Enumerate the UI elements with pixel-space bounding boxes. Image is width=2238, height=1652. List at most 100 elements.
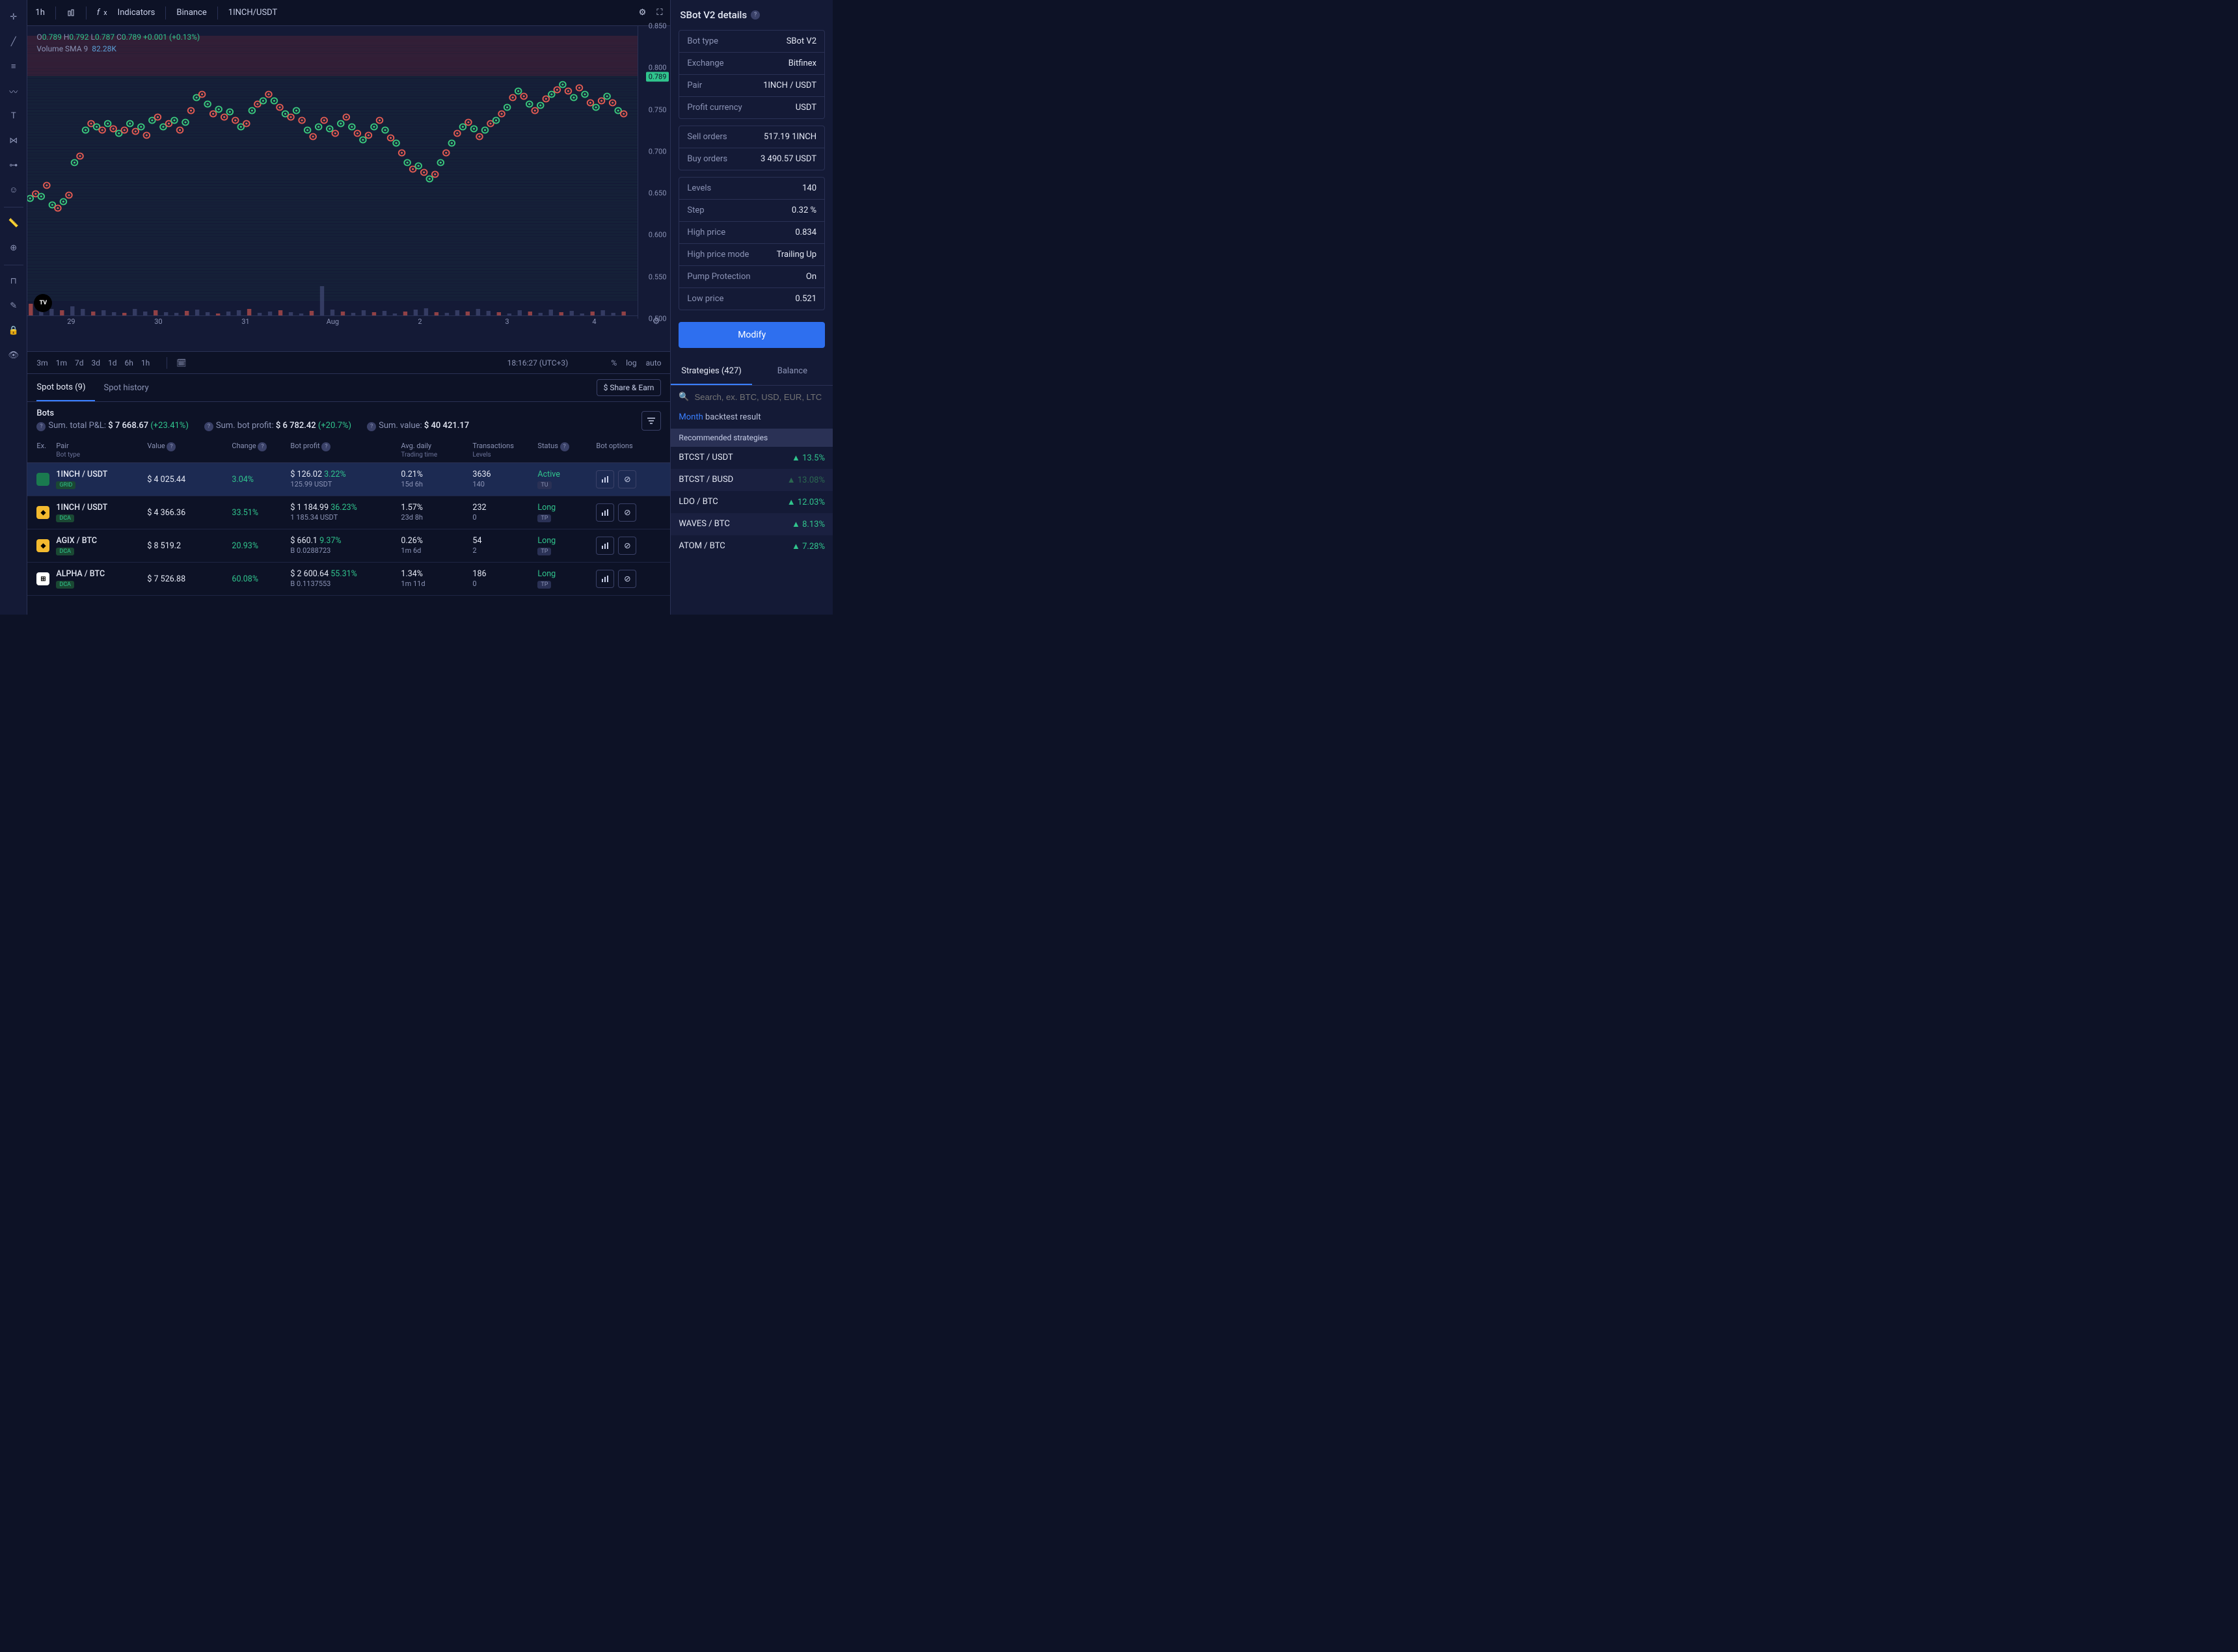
detail-row: Levels140	[679, 178, 824, 200]
detail-row: Buy orders3 490.57 USDT	[679, 148, 824, 170]
axis-opt-auto[interactable]: auto	[646, 358, 662, 367]
brush-tool-icon[interactable]: 〰	[2, 79, 25, 103]
tab-strategies[interactable]: Strategies (427)	[671, 358, 751, 385]
bot-status: Long	[537, 503, 556, 513]
fib-tool-icon[interactable]: ≡	[2, 55, 25, 78]
search-icon: 🔍	[679, 392, 689, 402]
lock-tool-icon[interactable]: 🔒	[2, 319, 25, 342]
zoom-tool-icon[interactable]: ⊕	[2, 236, 25, 260]
axis-opt-log[interactable]: log	[626, 358, 637, 367]
help-icon[interactable]: ?	[204, 422, 213, 431]
bot-row[interactable]: 1INCH / USDTGRID $ 4 025.44 3.04% $ 126.…	[27, 463, 670, 496]
eye-tool-icon[interactable]: 👁	[2, 343, 25, 367]
bot-type-badge: DCA	[56, 514, 74, 522]
ruler-tool-icon[interactable]: 📏	[2, 211, 25, 235]
chart-toolbar: 1h fx Indicators Binance 1INCH/USDT ⚙ ⛶	[27, 0, 670, 26]
bot-chart-icon[interactable]	[596, 570, 614, 588]
timeframe-1h[interactable]: 1h	[141, 358, 150, 367]
interval-selector[interactable]: 1h	[35, 8, 44, 18]
timeframe-1m[interactable]: 1m	[56, 358, 67, 367]
strategy-row[interactable]: BTCST / BUSD▲ 13.08%	[671, 469, 833, 491]
volume-readout: Volume SMA 9 82.28K	[36, 44, 116, 53]
backtest-label: Month backtest result	[671, 408, 833, 426]
timeframe-3d[interactable]: 3d	[92, 358, 101, 367]
filter-button[interactable]	[641, 411, 661, 431]
goto-date-icon[interactable]: 🗓	[176, 358, 186, 367]
emoji-tool-icon[interactable]: ☺	[2, 178, 25, 202]
trendline-tool-icon[interactable]: ╱	[2, 30, 25, 53]
tab-spot-history[interactable]: Spot history	[104, 374, 158, 401]
pair-selector[interactable]: 1INCH/USDT	[228, 8, 277, 18]
timeframe-1d[interactable]: 1d	[108, 358, 117, 367]
bot-change: 20.93%	[232, 541, 290, 551]
strategy-search: 🔍	[679, 392, 825, 402]
bot-status: Long	[537, 536, 556, 546]
tab-balance[interactable]: Balance	[752, 358, 833, 385]
bot-chart-icon[interactable]	[596, 503, 614, 522]
pattern-tool-icon[interactable]: ⋈	[2, 129, 25, 152]
status-badge: TP	[537, 514, 551, 522]
bot-value: $ 8 519.2	[147, 541, 232, 551]
share-earn-button[interactable]: $ Share & Earn	[597, 379, 662, 396]
fx-icon[interactable]: fx	[97, 8, 107, 18]
bot-value: $ 4 366.36	[147, 508, 232, 518]
bot-change: 60.08%	[232, 574, 290, 584]
magnet-tool-icon[interactable]: ⊓	[2, 269, 25, 293]
bot-stop-icon[interactable]: ⊘	[618, 503, 636, 522]
exchange-icon: ⊞	[36, 572, 49, 585]
status-badge: TU	[537, 481, 551, 489]
bots-summary: Bots ?Sum. total P&L: $ 7 668.67 (+23.41…	[27, 402, 670, 438]
modify-button[interactable]: Modify	[679, 322, 825, 348]
axis-settings-icon[interactable]: ⚙	[653, 317, 660, 326]
bot-value: $ 4 025.44	[147, 475, 232, 485]
candle-type-icon[interactable]	[66, 8, 75, 18]
detail-row: Low price0.521	[679, 288, 824, 310]
timeframe-7d[interactable]: 7d	[75, 358, 84, 367]
bot-type-badge: DCA	[56, 548, 74, 555]
detail-row: Pair1INCH / USDT	[679, 75, 824, 97]
bot-row[interactable]: ◆ AGIX / BTCDCA $ 8 519.2 20.93% $ 660.1…	[27, 529, 670, 563]
strategies-tabs: Strategies (427) Balance	[671, 358, 833, 386]
strategy-row[interactable]: WAVES / BTC▲ 8.13%	[671, 513, 833, 535]
bot-stop-icon[interactable]: ⊘	[618, 537, 636, 555]
chart-footer: 3m1m7d3d1d6h1h 🗓 18:16:27 (UTC+3) %logau…	[27, 351, 670, 373]
bot-row[interactable]: ⊞ ALPHA / BTCDCA $ 7 526.88 60.08% $ 2 6…	[27, 563, 670, 596]
bots-tabs: Spot bots (9) Spot history $ Share & Ear…	[27, 373, 670, 402]
bot-chart-icon[interactable]	[596, 537, 614, 555]
bot-type-badge: GRID	[56, 481, 75, 489]
bot-chart-icon[interactable]	[596, 470, 614, 488]
axis-opt-%[interactable]: %	[611, 358, 617, 367]
settings-icon[interactable]: ⚙	[639, 8, 647, 18]
strategy-search-input[interactable]	[695, 392, 825, 402]
exchange-icon	[36, 473, 49, 486]
help-icon[interactable]: ?	[751, 10, 760, 20]
bot-row[interactable]: ◆ 1INCH / USDTDCA $ 4 366.36 33.51% $ 1 …	[27, 496, 670, 529]
tab-spot-bots[interactable]: Spot bots (9)	[36, 374, 94, 401]
crosshair-tool-icon[interactable]: ✛	[2, 5, 25, 29]
prediction-tool-icon[interactable]: ⊶	[2, 153, 25, 177]
fullscreen-icon[interactable]: ⛶	[656, 8, 662, 18]
ohlc-readout: O0.789 H0.792 L0.787 C0.789 +0.001 (+0.1…	[36, 33, 200, 42]
drawing-toolbar: ✛ ╱ ≡ 〰 T ⋈ ⊶ ☺ 📏 ⊕ ⊓ ✎ 🔒 👁	[0, 0, 27, 615]
bots-table-header: Ex. PairBot type Value ? Change ? Bot pr…	[27, 438, 670, 463]
strategy-row[interactable]: BTCST / USDT▲ 13.5%	[671, 447, 833, 469]
timeframe-6h[interactable]: 6h	[125, 358, 133, 367]
bot-change: 3.04%	[232, 475, 290, 485]
bot-pair: ALPHA / BTC	[56, 569, 147, 579]
bot-stop-icon[interactable]: ⊘	[618, 570, 636, 588]
price-chart[interactable]: O0.789 H0.792 L0.787 C0.789 +0.001 (+0.1…	[27, 26, 670, 351]
bot-stop-icon[interactable]: ⊘	[618, 470, 636, 488]
edit-tool-icon[interactable]: ✎	[2, 294, 25, 317]
indicators-button[interactable]: Indicators	[118, 8, 155, 18]
strategy-row[interactable]: LDO / BTC▲ 12.03%	[671, 491, 833, 513]
bot-value: $ 7 526.88	[147, 574, 232, 584]
help-icon[interactable]: ?	[36, 422, 46, 431]
timeframe-3m[interactable]: 3m	[36, 358, 47, 367]
detail-row: Bot typeSBot V2	[679, 31, 824, 53]
detail-row: Step0.32 %	[679, 200, 824, 222]
detail-row: Pump ProtectionOn	[679, 266, 824, 288]
help-icon[interactable]: ?	[367, 422, 376, 431]
strategy-row[interactable]: ATOM / BTC▲ 7.28%	[671, 535, 833, 557]
exchange-selector[interactable]: Binance	[176, 8, 206, 18]
text-tool-icon[interactable]: T	[2, 104, 25, 127]
